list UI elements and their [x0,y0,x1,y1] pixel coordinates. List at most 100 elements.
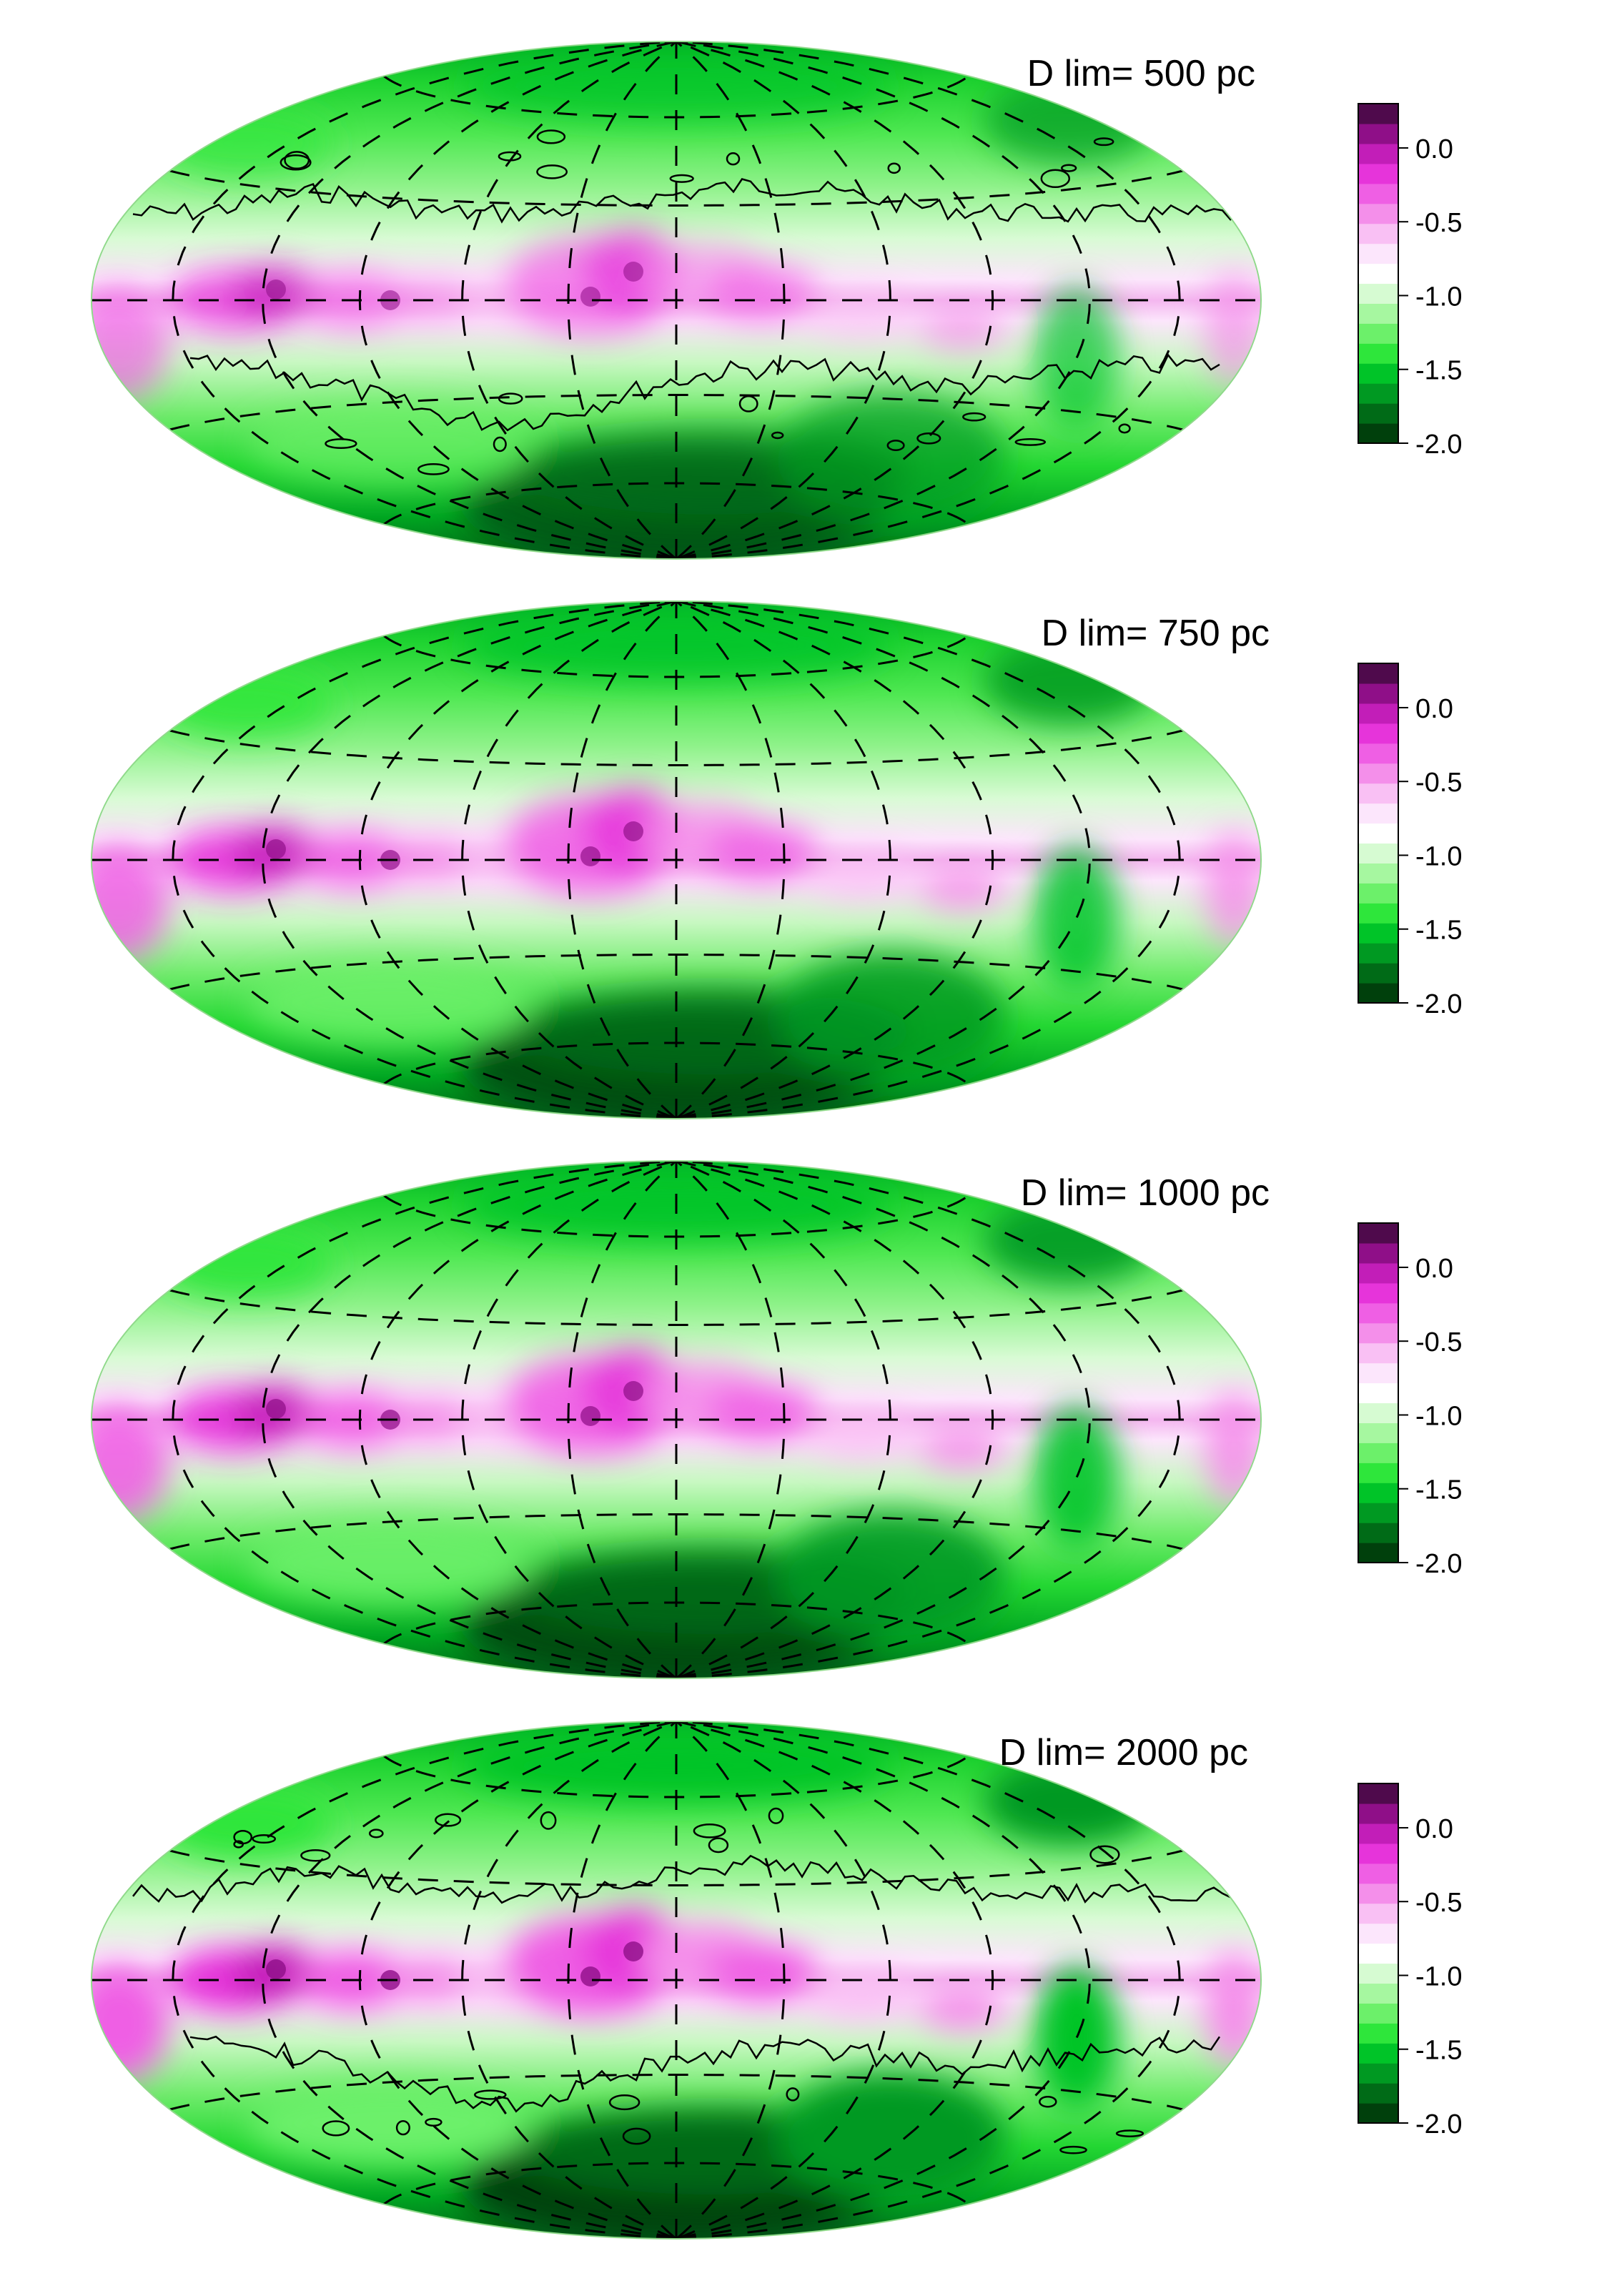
contour-island [916,432,941,445]
panel-title: D lim= 1000 pc [1021,1172,1270,1214]
colorbar-swatch [1358,223,1398,244]
colorbar-tick-label: -2.0 [1415,2109,1462,2139]
meridian-line [172,41,677,559]
colorbar-swatch [1358,2063,1398,2084]
contour-island [886,440,905,452]
meridian-line [358,601,677,1119]
colorbar-swatch [1358,1342,1398,1364]
meridian-line [676,601,1181,1119]
contour-island [887,162,901,174]
meridian-line [461,1161,677,1678]
colorbar-swatch [1358,763,1398,784]
contour-island [1118,423,1131,434]
contour-island [280,154,312,171]
colorbar-swatch [1358,1903,1398,1924]
colorbar-swatch [1358,423,1398,444]
colorbar-frame [1358,663,1399,1004]
colorbar-swatch [1358,1483,1398,1503]
colorbar-tick-label: -0.5 [1415,1888,1462,1918]
colorbar-swatch [1358,2003,1398,2024]
contour-island [435,1813,462,1827]
colorbar-swatch [1358,1262,1398,1284]
panel-title: D lim= 500 pc [1027,53,1255,94]
colorbar-tick-label: -1.5 [1415,1475,1462,1505]
colorbar-swatch [1358,1443,1398,1463]
meridian-line [172,601,677,1119]
meridian-line [358,41,677,559]
meridian-line [676,601,891,1119]
map-border [91,41,1262,560]
meridian-line [358,1161,677,1678]
colorbar-swatch [1358,843,1398,864]
meridian-line [461,601,677,1119]
contour-island [622,2127,651,2145]
contour-island [738,395,758,412]
colorbar-tick-label: -1.5 [1415,2036,1462,2066]
colorbar-tick-label: 0.0 [1415,134,1453,164]
colorbar-swatch [1358,303,1398,324]
colorbar-swatch [1358,743,1398,764]
meridian-line [172,1161,677,1678]
contour-island [1039,2095,1057,2108]
contour-island [771,431,784,440]
colorbar-tick-label: -1.0 [1415,841,1462,871]
meridian-line [358,1721,677,2239]
colorbar-swatch [1358,1223,1398,1244]
colorbar-swatch [1358,143,1398,164]
colorbar-swatch [1358,323,1398,344]
colorbar-frame [1358,1222,1399,1563]
dense-knots [266,1941,643,1990]
colorbar-tick-label: -2.0 [1415,989,1462,1019]
meridian-line [567,41,677,559]
contour-island [493,436,507,452]
colorbar-swatch [1358,663,1398,684]
contour-island [536,129,566,144]
map-panel-4: D lim= 2000 pc 0.0 -0.5 -1.0 -1.5 -2.0 [91,1721,1462,2240]
colorbar-swatch [1358,1963,1398,1984]
contour-island [284,151,310,170]
contour-island [1089,1845,1120,1864]
colorbar-swatch [1358,1282,1398,1304]
contour-island [1014,437,1047,446]
contour-island [962,412,987,422]
colorbar-tick-label: 0.0 [1415,694,1453,724]
colorbar-swatch [1358,1523,1398,1543]
meridian-line [676,601,994,1119]
graticule [92,601,1261,1119]
meridian-line [676,1161,1181,1678]
map-panel-3: D lim= 1000 pc 0.0 -0.5 -1.0 -1.5 -2.0 [91,1160,1462,1679]
colorbar-swatch [1358,1322,1398,1344]
colorbar-swatch [1358,2083,1398,2104]
colorbar-swatch [1358,1843,1398,1864]
colorbar-swatch [1358,1803,1398,1824]
colorbar-swatch [1358,1783,1398,1804]
colorbar-swatch [1358,863,1398,884]
colorbar-swatch [1358,903,1398,924]
contour-island [498,392,523,405]
contour-island [417,463,450,475]
contours [132,1807,1232,2154]
colorbar-swatch [1358,343,1398,364]
contour-island [474,2089,507,2100]
colorbar-tick-label: -2.0 [1415,430,1462,460]
colorbar-swatch [1358,963,1398,984]
colorbar-swatch [1358,2023,1398,2044]
map-border [91,600,1262,1119]
contour-island [708,1837,729,1854]
map-panel-1: D lim= 500 pc 0.0 -0.5 -1.0 -1.5 -2.0 [91,41,1462,560]
colorbar-swatch [1358,1983,1398,2004]
colorbar-swatch [1358,1883,1398,1904]
colorbar-swatch [1358,403,1398,424]
contour-island [252,1834,277,1844]
colorbar-frame [1358,1783,1399,2124]
colorbar-swatch [1358,723,1398,744]
meridian-line [461,1721,677,2239]
colorbar: 0.0 -0.5 -1.0 -1.5 -2.0 [1358,103,1462,460]
colorbar-swatch [1358,1402,1398,1424]
colorbar-swatch [1358,263,1398,284]
colorbar-tick-label: -1.5 [1415,916,1462,946]
contour-island [540,1811,557,1830]
meridian-line [676,601,786,1119]
colorbar-tick-label: -1.5 [1415,356,1462,386]
colorbar-swatch [1358,1463,1398,1483]
